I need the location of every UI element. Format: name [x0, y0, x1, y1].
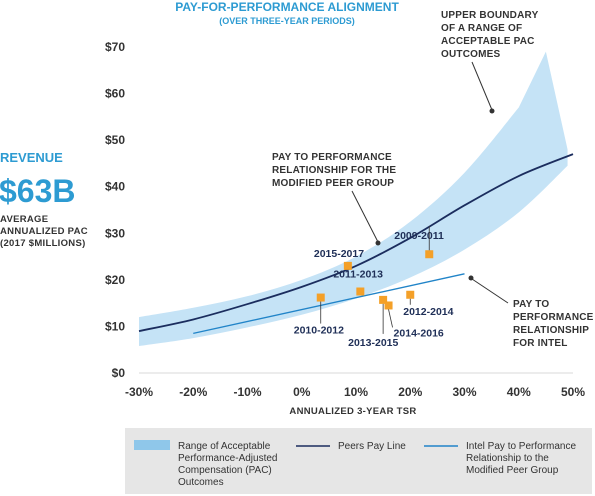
annotation-peer-group-line-2: RELATIONSHIP FOR THE — [272, 165, 396, 176]
legend-intel-line-2: Relationship to the — [466, 453, 549, 464]
legend-background — [125, 428, 592, 494]
y-tick-label: $30 — [105, 226, 125, 240]
y-axis-label-line-1: AVERAGE — [0, 214, 48, 225]
data-point-2011-2013 — [356, 287, 365, 296]
revenue-value: $63B — [0, 173, 76, 209]
data-point-2014-2016 — [384, 301, 393, 310]
x-tick-label: -20% — [179, 385, 207, 399]
annotation-peer-group: PAY TO PERFORMANCE RELATIONSHIP FOR THE … — [272, 152, 396, 246]
x-tick-label: 0% — [293, 385, 311, 399]
y-tick-label: $10 — [105, 319, 125, 333]
revenue-label: REVENUE — [0, 150, 63, 165]
x-tick-label: -10% — [233, 385, 261, 399]
annotation-intel-dot — [468, 275, 474, 281]
annotation-peer-group-leader — [351, 190, 379, 243]
data-point-label-2010-2012: 2010-2012 — [294, 325, 344, 337]
acceptable-pac-band — [139, 51, 568, 346]
legend-band-line-4: Outcomes — [178, 477, 224, 488]
band-layer — [139, 51, 568, 346]
annotation-upper-boundary-line-3: ACCEPTABLE PAC — [441, 36, 535, 47]
y-tick-label: $50 — [105, 133, 125, 147]
data-point-2012-2014 — [406, 290, 415, 299]
y-axis-label-line-2: ANNUALIZED PAC — [0, 226, 88, 237]
legend-intel-line-1: Intel Pay to Performance — [466, 441, 576, 452]
y-axis-label-line-3: (2017 $MILLIONS) — [0, 238, 86, 249]
chart-subtitle: (OVER THREE-YEAR PERIODS) — [219, 16, 355, 26]
annotation-upper-boundary-leader — [471, 61, 493, 111]
points-layer: 2009-2011 2015-2017 2011-2013 2010-2012 2012… — [294, 226, 454, 349]
y-tick-label: $0 — [112, 366, 126, 380]
legend-band-line-1: Range of Acceptable — [178, 441, 271, 452]
y-tick-label: $60 — [105, 87, 125, 101]
legend-peers-label: Peers Pay Line — [338, 441, 406, 452]
y-tick-label: $20 — [105, 273, 125, 287]
annotation-upper-boundary-dot — [489, 108, 495, 114]
chart-title: PAY-FOR-PERFORMANCE ALIGNMENT — [175, 0, 399, 14]
legend-band-line-2: Performance-Adjusted — [178, 453, 278, 464]
x-tick-label: 40% — [507, 385, 531, 399]
annotation-intel: PAY TO PERFORMANCE RELATIONSHIP FOR INTE… — [468, 275, 594, 349]
annotation-peer-group-dot — [375, 240, 381, 246]
intel-pay-line — [193, 273, 465, 335]
annotation-intel-line-2: PERFORMANCE — [513, 312, 594, 323]
legend-band-line-3: Compensation (PAC) — [178, 465, 272, 476]
annotation-upper-boundary: UPPER BOUNDARY OF A RANGE OF ACCEPTABLE … — [441, 10, 539, 114]
legend-intel-line-3: Modified Peer Group — [466, 465, 559, 476]
x-tick-label: 50% — [561, 385, 585, 399]
annotation-upper-boundary-line-4: OUTCOMES — [441, 49, 501, 60]
annotation-upper-boundary-line-1: UPPER BOUNDARY — [441, 10, 539, 21]
leader-2014-2016 — [388, 309, 393, 328]
y-tick-labels: $0 $10 $20 $30 $40 $50 $60 $70 — [105, 40, 125, 380]
data-point-label-2014-2016: 2014-2016 — [394, 327, 444, 339]
data-point-label-2012-2014: 2012-2014 — [403, 306, 453, 318]
data-point-label-2009-2011: 2009-2011 — [394, 230, 444, 242]
legend: Range of Acceptable Performance-Adjusted… — [125, 428, 592, 494]
annotation-intel-line-1: PAY TO — [513, 299, 549, 310]
annotation-peer-group-line-1: PAY TO PERFORMANCE — [272, 152, 392, 163]
data-point-2009-2011 — [425, 250, 434, 259]
annotation-peer-group-line-3: MODIFIED PEER GROUP — [272, 178, 394, 189]
x-tick-labels: -30% -20% -10% 0% 10% 20% 30% 40% 50% — [125, 385, 585, 399]
annotation-upper-boundary-line-2: OF A RANGE OF — [441, 23, 522, 34]
peers-pay-line — [138, 153, 574, 332]
x-axis-label: ANNUALIZED 3-YEAR TSR — [289, 406, 416, 417]
data-point-label-2013-2015: 2013-2015 — [348, 337, 398, 349]
data-point-2015-2017 — [343, 261, 352, 270]
y-tick-label: $40 — [105, 180, 125, 194]
annotation-intel-line-3: RELATIONSHIP — [513, 325, 589, 336]
data-point-2010-2012 — [316, 293, 325, 302]
data-point-2013-2015 — [379, 295, 388, 304]
x-tick-label: 20% — [398, 385, 422, 399]
x-tick-label: 30% — [452, 385, 476, 399]
legend-band-swatch — [134, 440, 170, 450]
y-tick-label: $70 — [105, 40, 125, 54]
annotation-intel-line-4: FOR INTEL — [513, 338, 568, 349]
lines-layer — [138, 153, 574, 335]
x-tick-label: -30% — [125, 385, 153, 399]
annotation-intel-leader — [471, 278, 509, 304]
x-tick-label: 10% — [344, 385, 368, 399]
data-point-label-2011-2013: 2011-2013 — [333, 269, 383, 281]
data-point-label-2015-2017: 2015-2017 — [314, 248, 364, 260]
